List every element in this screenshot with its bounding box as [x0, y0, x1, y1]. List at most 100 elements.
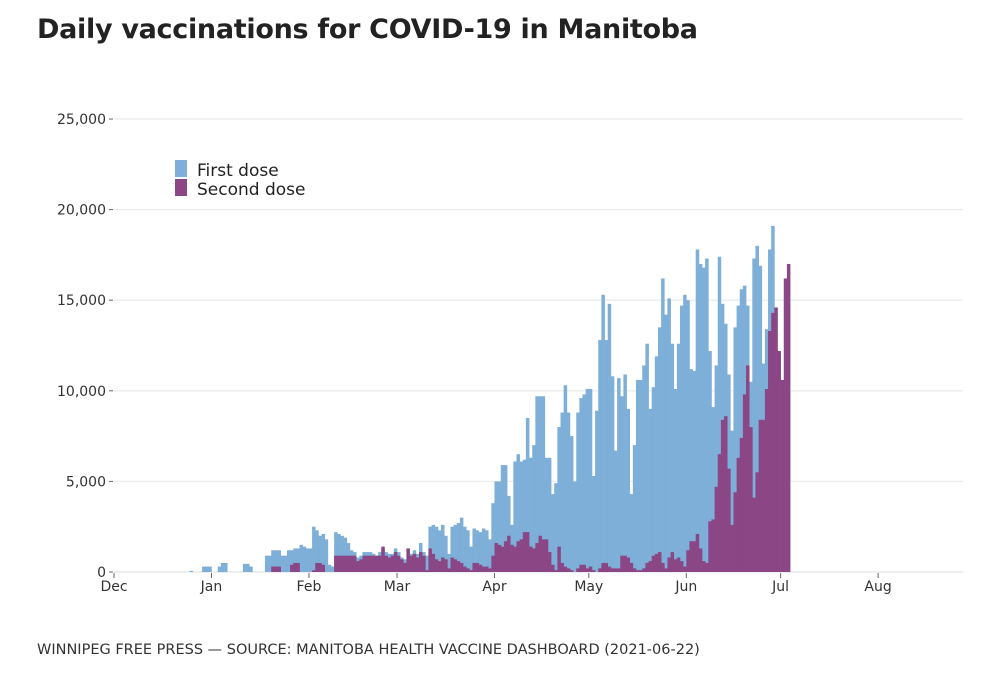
legend-swatch-second-dose[interactable] [175, 179, 187, 196]
bar-second-dose[interactable] [758, 419, 763, 572]
bar-first-dose[interactable] [434, 526, 439, 572]
bar-first-dose[interactable] [340, 535, 344, 572]
bar-second-dose[interactable] [560, 562, 564, 572]
bar-second-dose[interactable] [585, 568, 590, 572]
bar-first-dose[interactable] [481, 528, 486, 572]
bar-second-dose[interactable] [761, 419, 766, 572]
bar-first-dose[interactable] [224, 562, 228, 572]
bar-second-dose[interactable] [371, 555, 376, 572]
bar-first-dose[interactable] [453, 524, 458, 572]
bar-first-dose[interactable] [334, 532, 338, 572]
bar-first-dose[interactable] [318, 535, 322, 572]
bar-first-dose[interactable] [472, 528, 476, 572]
bar-second-dose[interactable] [463, 566, 467, 572]
bar-second-dose[interactable] [708, 521, 712, 572]
bar-first-dose[interactable] [280, 555, 285, 572]
bar-first-dose[interactable] [736, 305, 741, 572]
bar-first-dose[interactable] [513, 461, 517, 572]
bar-second-dose[interactable] [780, 379, 785, 572]
bar-first-dose[interactable] [330, 566, 335, 572]
bar-first-dose[interactable] [312, 526, 316, 572]
bar-second-dose[interactable] [645, 562, 649, 572]
bar-first-dose[interactable] [268, 555, 272, 572]
bar-first-dose[interactable] [613, 450, 618, 572]
bar-second-dose[interactable] [400, 559, 404, 572]
bar-second-dose[interactable] [664, 568, 668, 572]
bar-first-dose[interactable] [607, 303, 612, 572]
bar-second-dose[interactable] [374, 555, 379, 572]
bar-first-dose[interactable] [601, 294, 605, 572]
bar-second-dose[interactable] [579, 564, 583, 572]
bar-first-dose[interactable] [579, 398, 583, 572]
bar-first-dose[interactable] [642, 365, 646, 572]
bar-first-dose[interactable] [683, 294, 687, 572]
bar-second-dose[interactable] [519, 539, 524, 572]
bar-first-dose[interactable] [623, 374, 627, 572]
bar-second-dose[interactable] [657, 552, 662, 572]
bar-first-dose[interactable] [441, 524, 445, 572]
bar-first-dose[interactable] [516, 454, 520, 572]
bar-first-dose[interactable] [617, 378, 621, 572]
bar-first-dose[interactable] [714, 365, 719, 572]
bar-first-dose[interactable] [343, 537, 348, 572]
bar-first-dose[interactable] [676, 343, 681, 572]
legend-label-first-dose[interactable]: First dose [197, 161, 279, 181]
bar-first-dose[interactable] [698, 263, 703, 572]
bar-first-dose[interactable] [264, 555, 269, 572]
bar-first-dose[interactable] [302, 546, 307, 572]
bar-first-dose[interactable] [645, 343, 649, 572]
bar-first-dose[interactable] [591, 475, 596, 572]
bar-first-dose[interactable] [610, 376, 615, 572]
bar-second-dose[interactable] [783, 278, 788, 572]
bar-first-dose[interactable] [459, 517, 464, 572]
bar-second-dose[interactable] [786, 263, 791, 572]
bar-first-dose[interactable] [488, 539, 492, 572]
bar-first-dose[interactable] [573, 481, 577, 572]
bar-second-dose[interactable] [695, 533, 700, 572]
bar-first-dose[interactable] [560, 412, 564, 572]
bar-first-dose[interactable] [327, 564, 332, 572]
bar-second-dose[interactable] [312, 570, 316, 572]
bar-first-dose[interactable] [503, 465, 508, 572]
bar-second-dose[interactable] [541, 539, 546, 572]
bar-second-dose[interactable] [692, 541, 697, 572]
bar-second-dose[interactable] [343, 555, 348, 572]
bar-second-dose[interactable] [711, 519, 715, 572]
bar-first-dose[interactable] [444, 535, 448, 572]
bar-second-dose[interactable] [742, 394, 747, 572]
bar-first-dose[interactable] [686, 300, 690, 572]
bar-first-dose[interactable] [450, 526, 454, 572]
bar-first-dose[interactable] [632, 445, 637, 572]
bar-second-dose[interactable] [406, 548, 410, 572]
bar-first-dose[interactable] [293, 548, 297, 572]
bar-second-dose[interactable] [629, 562, 634, 572]
bar-first-dose[interactable] [620, 396, 624, 572]
bar-first-dose[interactable] [708, 350, 712, 572]
bar-second-dose[interactable] [290, 564, 294, 572]
bar-first-dose[interactable] [667, 298, 671, 572]
bar-second-dose[interactable] [588, 566, 593, 572]
bar-second-dose[interactable] [673, 559, 678, 572]
bar-first-dose[interactable] [541, 396, 546, 572]
bar-second-dose[interactable] [437, 561, 442, 572]
bar-first-dose[interactable] [557, 427, 561, 572]
bar-second-dose[interactable] [620, 555, 624, 572]
bar-second-dose[interactable] [478, 564, 483, 572]
bar-first-dose[interactable] [604, 340, 609, 572]
bar-first-dose[interactable] [337, 533, 341, 572]
bar-second-dose[interactable] [764, 388, 769, 572]
bar-second-dose[interactable] [428, 548, 432, 572]
bar-first-dose[interactable] [695, 249, 700, 572]
bar-second-dose[interactable] [368, 555, 373, 572]
bar-second-dose[interactable] [475, 562, 480, 572]
bar-first-dose[interactable] [466, 530, 470, 572]
bar-second-dose[interactable] [557, 546, 561, 572]
bar-second-dose[interactable] [582, 564, 587, 572]
bar-first-dose[interactable] [626, 408, 631, 572]
bar-second-dose[interactable] [617, 568, 621, 572]
bar-second-dose[interactable] [488, 568, 492, 572]
bar-second-dose[interactable] [724, 416, 728, 572]
bar-second-dose[interactable] [705, 562, 709, 572]
bar-first-dose[interactable] [585, 388, 590, 572]
bar-second-dose[interactable] [390, 555, 395, 572]
